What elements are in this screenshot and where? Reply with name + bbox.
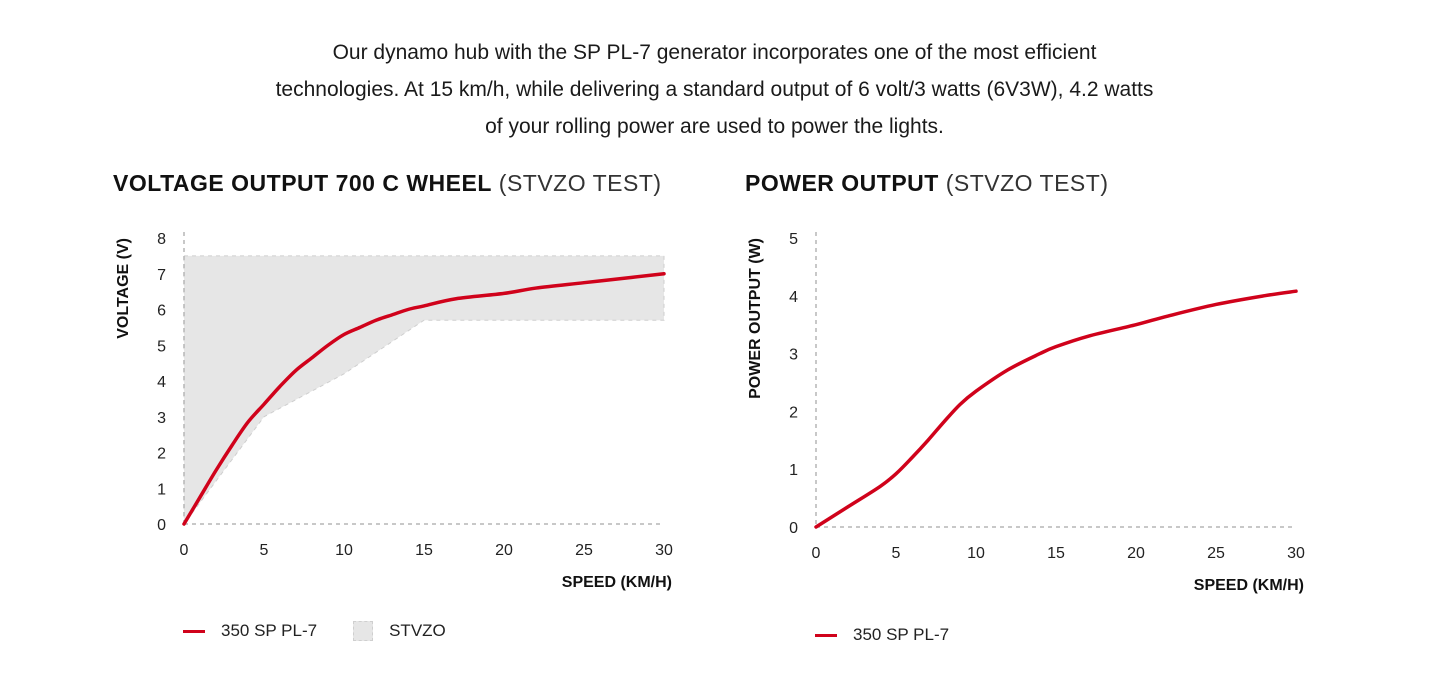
legend-swatch-line bbox=[815, 633, 837, 637]
power-chart-legend: 350 SP PL-7 bbox=[815, 625, 949, 645]
x-tick-label: 25 bbox=[575, 542, 593, 559]
y-tick-label: 2 bbox=[789, 404, 798, 421]
series-point bbox=[1006, 368, 1010, 371]
legend-label-band: STVZO bbox=[389, 621, 446, 640]
series-line bbox=[182, 272, 666, 526]
x-tick-label: 15 bbox=[1047, 545, 1065, 562]
series-point bbox=[1262, 294, 1266, 297]
series-point bbox=[198, 495, 202, 499]
series-point bbox=[358, 326, 362, 329]
series-point bbox=[1054, 345, 1058, 348]
intro-line-2: technologies. At 15 km/h, while deliveri… bbox=[275, 78, 1154, 101]
series-point bbox=[878, 485, 882, 488]
x-tick-label: 5 bbox=[260, 542, 269, 559]
y-tick-label: 4 bbox=[789, 289, 798, 306]
y-tick-label: 3 bbox=[789, 347, 798, 364]
series-point bbox=[326, 344, 330, 347]
y-tick-label: 8 bbox=[157, 231, 166, 248]
x-tick-label: 30 bbox=[1287, 545, 1305, 562]
intro-paragraph: Our dynamo hub with the SP PL-7 generato… bbox=[0, 34, 1429, 145]
series-point bbox=[1294, 289, 1298, 293]
series-point bbox=[278, 385, 282, 388]
x-tick-label: 20 bbox=[495, 542, 513, 559]
stvzo-band bbox=[183, 255, 665, 526]
series-point bbox=[406, 308, 410, 311]
y-axis-label: POWER OUTPUT (W) bbox=[747, 238, 764, 399]
intro-line-1: Our dynamo hub with the SP PL-7 generato… bbox=[332, 41, 1097, 64]
series-point bbox=[294, 369, 298, 372]
x-tick-label: 15 bbox=[415, 542, 433, 559]
legend-label-series: 350 SP PL-7 bbox=[221, 621, 318, 640]
series-point bbox=[230, 444, 234, 447]
y-tick-label: 2 bbox=[157, 446, 166, 463]
series-point bbox=[1166, 314, 1170, 318]
y-tick-label: 6 bbox=[157, 303, 166, 320]
series-point bbox=[926, 439, 930, 442]
y-tick-label: 3 bbox=[157, 410, 166, 427]
legend-swatch-area bbox=[353, 621, 374, 641]
series-point bbox=[390, 313, 394, 317]
series-point bbox=[310, 356, 314, 359]
voltage-chart-title-sub: (STVZO TEST) bbox=[498, 170, 662, 196]
series-point bbox=[974, 389, 978, 393]
series-point bbox=[534, 286, 538, 290]
series-point bbox=[894, 472, 898, 476]
series-point bbox=[1214, 303, 1218, 306]
series-point bbox=[1038, 352, 1042, 355]
series-point bbox=[958, 403, 962, 406]
series-point bbox=[910, 456, 914, 459]
x-axis-label: SPEED (KM/H) bbox=[562, 574, 672, 591]
y-tick-label: 0 bbox=[789, 520, 798, 537]
series-point bbox=[454, 297, 458, 300]
power-chart-title: POWER OUTPUT (STVZO TEST) bbox=[745, 170, 1108, 197]
series-point bbox=[630, 276, 634, 279]
series-point bbox=[374, 319, 378, 322]
series-point bbox=[214, 469, 218, 472]
x-tick-label: 25 bbox=[1207, 545, 1225, 562]
series-point bbox=[662, 272, 666, 275]
y-axis-label: VOLTAGE (V) bbox=[115, 238, 132, 339]
voltage-chart-legend: 350 SP PL-7 STVZO bbox=[183, 621, 446, 641]
voltage-chart-title-main: VOLTAGE OUTPUT 700 C WHEEL bbox=[113, 170, 492, 196]
x-tick-label: 0 bbox=[812, 545, 821, 562]
y-tick-label: 4 bbox=[157, 374, 166, 391]
y-tick-label: 1 bbox=[789, 462, 798, 479]
series-point bbox=[942, 420, 946, 424]
y-tick-label: 5 bbox=[789, 231, 798, 248]
y-tick-label: 1 bbox=[157, 481, 166, 498]
y-tick-label: 0 bbox=[157, 517, 166, 534]
y-tick-label: 7 bbox=[157, 267, 166, 284]
series-point bbox=[1134, 323, 1138, 326]
x-tick-label: 0 bbox=[180, 542, 189, 559]
series-point bbox=[1086, 335, 1090, 338]
voltage-chart-title: VOLTAGE OUTPUT 700 C WHEEL (STVZO TEST) bbox=[113, 170, 662, 197]
x-tick-label: 10 bbox=[967, 545, 985, 562]
series-point bbox=[422, 304, 426, 308]
series-line bbox=[814, 289, 1298, 529]
power-chart-title-main: POWER OUTPUT bbox=[745, 170, 939, 196]
voltage-chart: 0 1 2 3 4 5 6 7 8 0 5 10 15 20 25 30 SPEED (KM/H) VOLTAGE… bbox=[115, 231, 673, 591]
series-point bbox=[342, 333, 346, 336]
x-tick-label: 10 bbox=[335, 542, 353, 559]
legend-label-series: 350 SP PL-7 bbox=[853, 625, 950, 644]
x-tick-label: 20 bbox=[1127, 545, 1145, 562]
x-tick-label: 5 bbox=[892, 545, 901, 562]
power-chart-title-sub: (STVZO TEST) bbox=[945, 170, 1109, 196]
legend-swatch-line bbox=[183, 629, 205, 633]
x-axis-label: SPEED (KM/H) bbox=[1194, 577, 1304, 594]
x-tick-label: 30 bbox=[655, 542, 673, 559]
y-tick-label: 5 bbox=[157, 338, 166, 355]
series-point bbox=[846, 505, 850, 508]
series-point bbox=[814, 525, 818, 529]
series-point bbox=[582, 281, 586, 284]
series-point bbox=[262, 403, 266, 406]
intro-line-3: of your rolling power are used to power … bbox=[485, 115, 944, 138]
series-point bbox=[246, 420, 250, 424]
series-point bbox=[502, 292, 506, 295]
series-point bbox=[182, 522, 186, 526]
